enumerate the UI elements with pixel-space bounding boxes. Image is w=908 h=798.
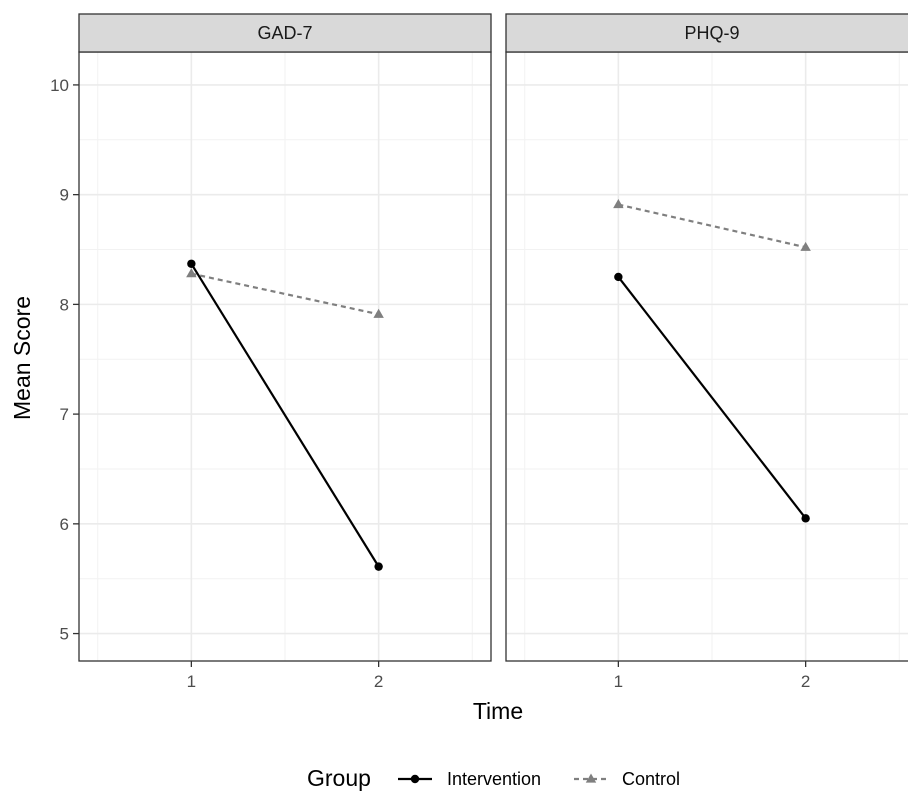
y-tick-label: 6 (60, 515, 69, 534)
legend-label-intervention: Intervention (447, 769, 541, 789)
y-tick-label: 7 (60, 405, 69, 424)
strip-background (505, 13, 908, 53)
x-axis-title: Time (473, 698, 523, 724)
x-tick-label: 2 (801, 672, 810, 691)
point-control-t2 (373, 308, 384, 318)
series-line-intervention (190, 263, 380, 568)
legend-key-marker (410, 774, 420, 784)
legend-label-control: Control (622, 769, 680, 789)
panel-series (613, 199, 811, 523)
y-axis: 5 6 7 8 9 10 (50, 76, 79, 644)
x-tick-label: 2 (374, 672, 383, 691)
legend-key-marker (585, 773, 597, 783)
legend-title: Group (307, 765, 371, 791)
strip-background (78, 13, 492, 53)
x-axis: 1 2 1 2 (187, 661, 810, 691)
x-tick-label: 1 (187, 672, 196, 691)
y-tick-label: 5 (60, 625, 69, 644)
series-line-intervention (617, 276, 807, 520)
point-intervention-t2 (801, 514, 810, 523)
x-tick-label: 1 (614, 672, 623, 691)
point-control-t2 (800, 241, 811, 251)
y-tick-label: 8 (60, 295, 69, 314)
point-intervention-t1 (614, 272, 623, 282)
panel-series (186, 259, 384, 571)
series-line-control (191, 272, 379, 316)
panel-background (506, 52, 908, 661)
y-tick-label: 9 (60, 186, 69, 205)
facet-panel-gad-7: GAD-7 (78, 13, 492, 662)
point-intervention-t2 (374, 562, 383, 571)
legend: Group Intervention Control (307, 765, 680, 791)
point-intervention-t1 (187, 259, 196, 268)
panel-grid (506, 52, 908, 661)
facets: GAD-7 PHQ-9 (78, 13, 908, 662)
legend-key-control (574, 773, 608, 783)
point-control-t1 (613, 199, 624, 209)
legend-key-intervention (398, 774, 432, 784)
facet-panel-phq-9: PHQ-9 (505, 13, 908, 662)
strip-label: PHQ-9 (684, 23, 739, 43)
y-tick-label: 10 (50, 76, 69, 95)
point-control-t1 (186, 268, 197, 278)
y-axis-title: Mean Score (9, 296, 35, 420)
strip-label: GAD-7 (257, 23, 312, 43)
